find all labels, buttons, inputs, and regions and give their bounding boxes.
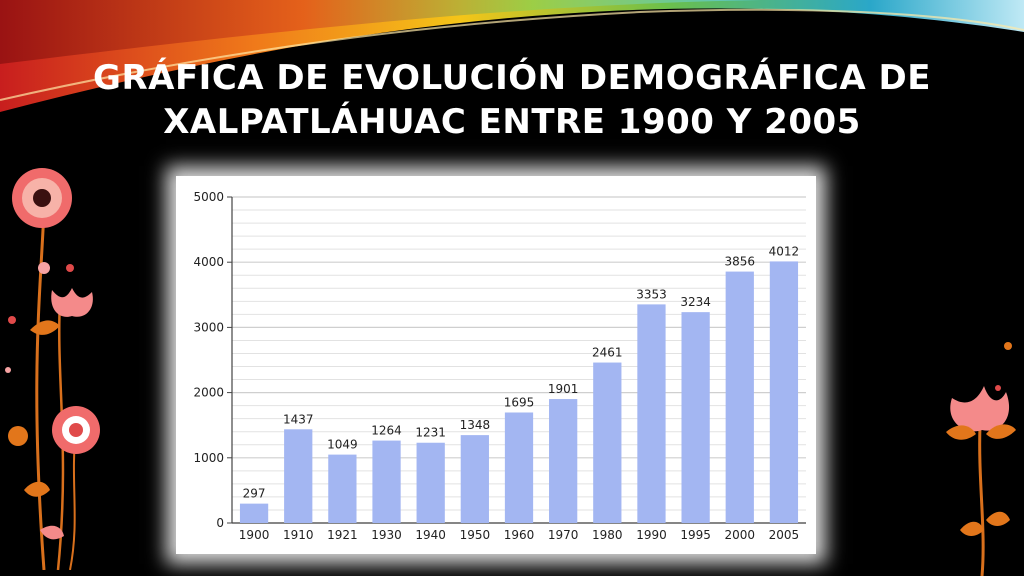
y-tick-label: 5000	[193, 190, 224, 204]
x-tick-label: 1995	[680, 528, 711, 542]
bar-1960	[504, 412, 534, 523]
bar-value-label: 1437	[283, 412, 314, 426]
bar-1950	[460, 435, 489, 523]
bar-1940	[416, 442, 445, 523]
bar-value-label: 3234	[680, 295, 711, 309]
x-tick-label: 1940	[415, 528, 446, 542]
chart-frame: 0 1000 2000 3000 4000 5000 297 1900 1437 1910 1049…	[176, 176, 816, 554]
y-tick-label: 0	[216, 516, 224, 530]
tulip-icon	[950, 386, 1010, 432]
bar-1921	[328, 454, 357, 523]
bar-2000	[725, 271, 754, 523]
x-tick-label: 1910	[283, 528, 314, 542]
x-tick-label: 1960	[504, 528, 535, 542]
slide-title: GRÁFICA DE EVOLUCIÓN DEMOGRÁFICA DE XALP…	[60, 56, 964, 144]
bar-value-label: 1901	[548, 382, 579, 396]
population-bar-chart: 0 1000 2000 3000 4000 5000 297 1900 1437 1910 1049…	[193, 190, 806, 542]
bar-1930	[372, 440, 401, 523]
bar-value-label: 3856	[724, 255, 755, 269]
bar-value-label: 4012	[769, 244, 800, 258]
bar-1995	[681, 312, 710, 523]
y-tick-label: 1000	[193, 451, 224, 465]
bar-value-label: 2461	[592, 346, 623, 360]
bar-1980	[593, 362, 622, 523]
y-tick-label: 3000	[193, 320, 224, 334]
bar-value-label: 1049	[327, 438, 358, 452]
bar-value-label: 1695	[504, 395, 535, 409]
flower-icon	[52, 406, 100, 454]
bar-1900	[239, 503, 269, 523]
x-tick-label: 1980	[592, 528, 623, 542]
flower-icon	[12, 168, 72, 228]
y-tick-label: 2000	[193, 386, 224, 400]
bar-value-label: 1264	[371, 424, 402, 438]
decorative-swoosh-banner	[0, 0, 1024, 112]
slide-title-line1: GRÁFICA DE EVOLUCIÓN DEMOGRÁFICA DE	[93, 58, 931, 98]
bar-1910	[284, 429, 313, 523]
x-tick-label: 2000	[724, 528, 755, 542]
bar-value-label: 1348	[460, 418, 491, 432]
x-tick-label: 1950	[460, 528, 491, 542]
y-tick-label: 4000	[193, 255, 224, 269]
slide-title-line2: XALPATLÁHUAC ENTRE 1900 Y 2005	[163, 102, 861, 142]
flower-decoration-right	[946, 342, 1016, 576]
x-tick-label: 1970	[548, 528, 579, 542]
x-tick-label: 1900	[239, 528, 270, 542]
x-tick-label: 2005	[769, 528, 800, 542]
tulip-icon	[30, 288, 93, 335]
flower-decoration-left	[5, 168, 100, 570]
x-tick-label: 1921	[327, 528, 358, 542]
bar-value-label: 3353	[636, 287, 667, 301]
bar-2005	[769, 261, 799, 523]
bar-value-label: 1231	[415, 426, 446, 440]
bar-1970	[549, 399, 578, 523]
bar-value-label: 297	[243, 487, 266, 501]
x-tick-label: 1930	[371, 528, 402, 542]
bar-1990	[637, 304, 666, 523]
x-tick-label: 1990	[636, 528, 667, 542]
